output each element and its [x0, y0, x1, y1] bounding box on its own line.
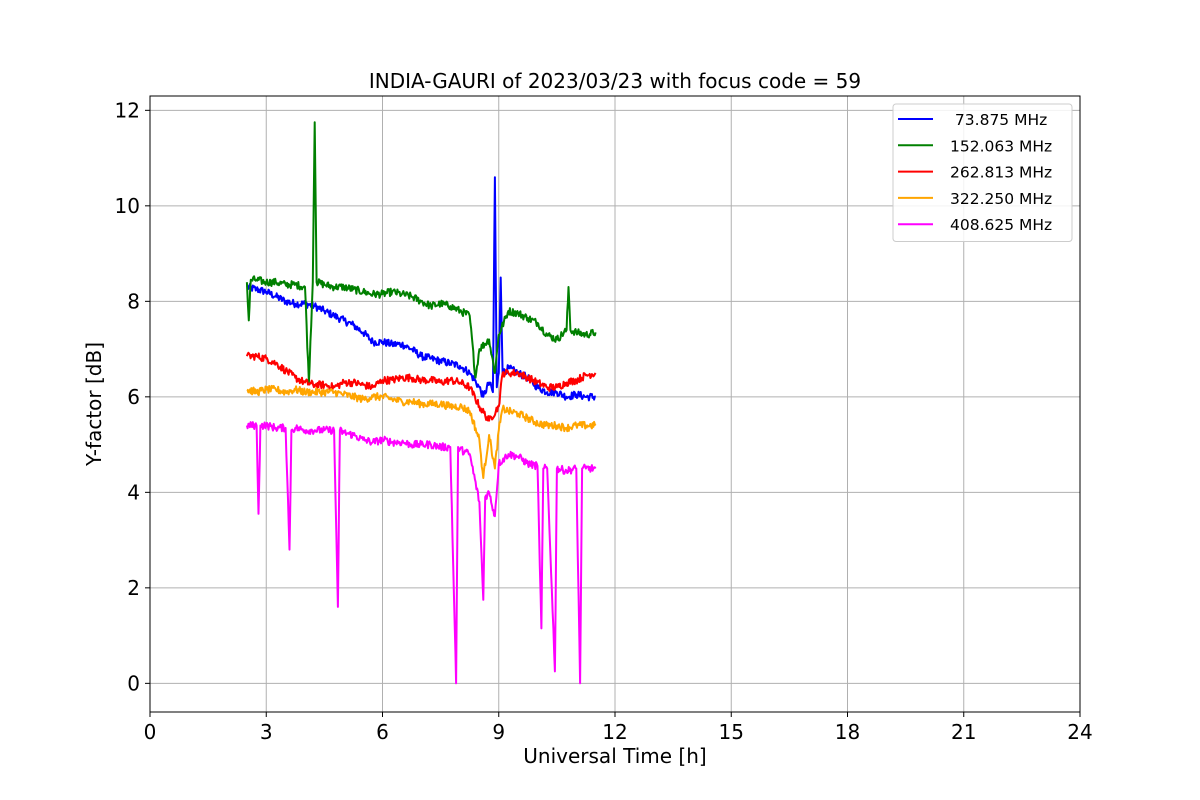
- legend-frame: [892, 103, 1073, 242]
- y-tick-label: 8: [127, 289, 140, 313]
- series-line: [245, 351, 597, 422]
- y-tick-label: 0: [127, 671, 140, 695]
- grid: [149, 96, 1081, 712]
- legend-entry: 73.875 MHz: [950, 111, 1047, 129]
- x-tick-label: 0: [144, 720, 157, 744]
- x-tick-label: 18: [835, 720, 860, 744]
- legend: 73.875 MHz 152.063 MHz 262.813 MHz 322.250 …: [892, 103, 1073, 242]
- y-tick-label: 10: [115, 194, 140, 218]
- y-tick-label: 6: [127, 385, 140, 409]
- y-axis-label: Y-factor [dB]: [82, 342, 106, 467]
- plot-area: [245, 121, 597, 685]
- series-line: [246, 384, 597, 479]
- x-tick-label: 3: [260, 720, 273, 744]
- y-tick-label: 12: [115, 98, 140, 122]
- y-tick-label: 2: [127, 576, 140, 600]
- legend-entry: 408.625 MHz: [950, 216, 1052, 234]
- legend-entry: 322.250 MHz: [950, 190, 1052, 208]
- x-tick-label: 24: [1067, 720, 1092, 744]
- chart-title: INDIA-GAURI of 2023/03/23 with focus cod…: [369, 69, 861, 93]
- x-tick-label: 12: [602, 720, 627, 744]
- y-tick-label: 4: [127, 480, 140, 504]
- series-line: [245, 121, 597, 384]
- x-tick-label: 21: [951, 720, 976, 744]
- x-axis-label: Universal Time [h]: [523, 744, 706, 768]
- legend-entry: 262.813 MHz: [950, 164, 1052, 182]
- series-line: [245, 421, 597, 685]
- x-tick-label: 9: [492, 720, 505, 744]
- x-tick-label: 15: [719, 720, 744, 744]
- x-tick-label: 6: [376, 720, 389, 744]
- legend-entry: 152.063 MHz: [950, 137, 1052, 155]
